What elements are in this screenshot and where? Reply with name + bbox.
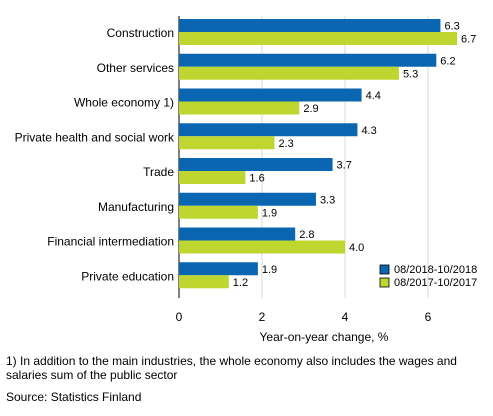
data-label: 1.9 [262, 264, 277, 276]
data-label: 2.9 [303, 103, 318, 115]
bar [179, 275, 229, 289]
bar [179, 205, 258, 219]
category-label: Manufacturing [98, 200, 174, 214]
bar [179, 262, 258, 276]
category-label: Private health and social work [15, 130, 175, 144]
data-label: 3.3 [320, 194, 335, 206]
bar [179, 158, 333, 171]
data-label: 4.0 [349, 242, 364, 254]
x-tick-label: 4 [342, 310, 349, 324]
category-label: Whole economy 1) [74, 96, 174, 110]
data-label: 5.3 [403, 68, 418, 80]
bar [179, 123, 358, 137]
data-label: 1.2 [233, 277, 248, 289]
bar [179, 101, 300, 115]
data-label: 4.3 [361, 125, 376, 137]
legend-swatch [379, 277, 390, 288]
bar [179, 32, 458, 45]
data-label: 1.6 [249, 173, 264, 185]
data-label: 6.7 [461, 34, 476, 46]
bar [179, 227, 296, 241]
category-label: Other services [97, 61, 174, 75]
footnote-line-1: 1) In addition to the main industries, t… [6, 354, 457, 368]
data-label: 6.3 [444, 21, 459, 33]
data-label: 2.8 [299, 229, 314, 241]
bar [179, 88, 362, 102]
bar [179, 53, 437, 67]
bar [179, 240, 345, 254]
bar [179, 192, 316, 206]
footnote-line-2: salaries sum of the public sector [6, 368, 178, 382]
data-label: 4.4 [366, 90, 381, 102]
data-label: 2.3 [278, 138, 293, 150]
category-label: Construction [107, 26, 174, 40]
data-label: 3.7 [337, 160, 352, 172]
category-label: Financial intermediation [47, 235, 174, 249]
bar [179, 66, 399, 80]
legend-label: 08/2018-10/2018 [394, 264, 477, 276]
bar [179, 171, 246, 184]
data-label: 6.2 [440, 55, 455, 67]
data-label: 1.9 [262, 207, 277, 219]
bar [179, 19, 441, 32]
legend-label: 08/2017-10/2017 [394, 277, 477, 289]
category-label: Private education [81, 269, 174, 283]
x-tick-label: 0 [176, 310, 183, 324]
category-label: Trade [143, 165, 174, 179]
x-tick-label: 6 [425, 310, 432, 324]
x-axis-title: Year-on-year change, % [260, 330, 389, 344]
bar [179, 136, 275, 150]
x-tick-label: 2 [259, 310, 266, 324]
legend-swatch [379, 264, 390, 275]
source-note: Source: Statistics Finland [6, 390, 142, 404]
